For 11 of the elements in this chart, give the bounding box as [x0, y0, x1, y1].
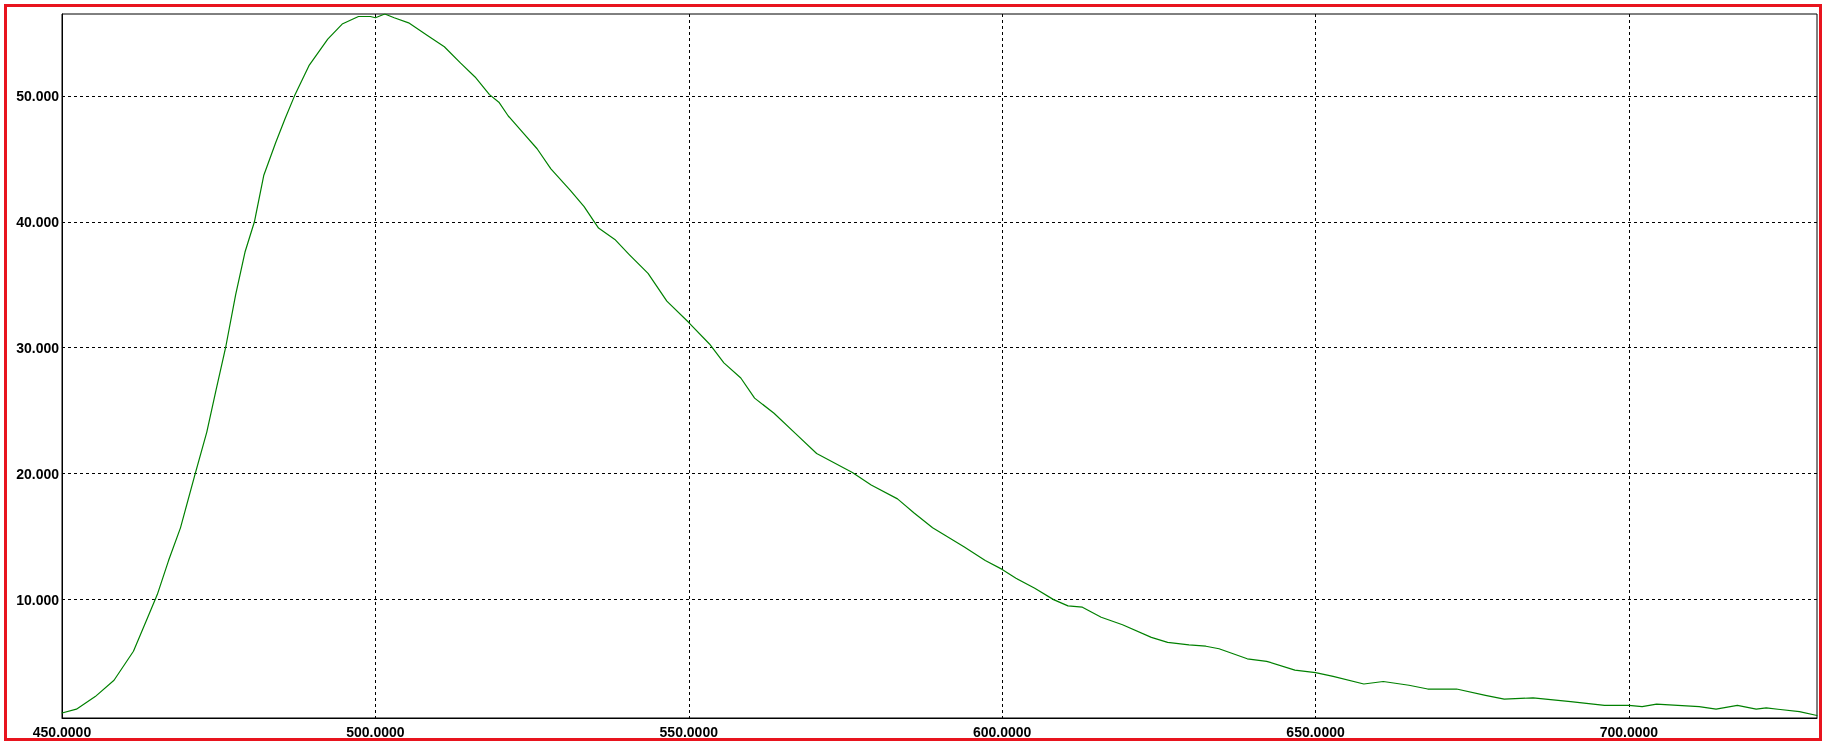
y-tick-label: 40.000	[16, 213, 60, 230]
y-tick-label: 30.000	[16, 339, 60, 356]
x-tick-label: 500.0000	[346, 724, 405, 740]
y-tick-label: 20.000	[16, 465, 60, 482]
x-tick-label: 450.0000	[32, 724, 92, 740]
x-tick-label: 550.0000	[659, 724, 719, 740]
x-tick-label: 650.0000	[1286, 724, 1345, 740]
x-tick-label: 600.0000	[972, 724, 1032, 740]
y-tick-label: 50.000	[16, 87, 60, 104]
y-tick-label: 10.000	[16, 591, 60, 608]
x-tick-label: 700.0000	[1599, 724, 1659, 740]
